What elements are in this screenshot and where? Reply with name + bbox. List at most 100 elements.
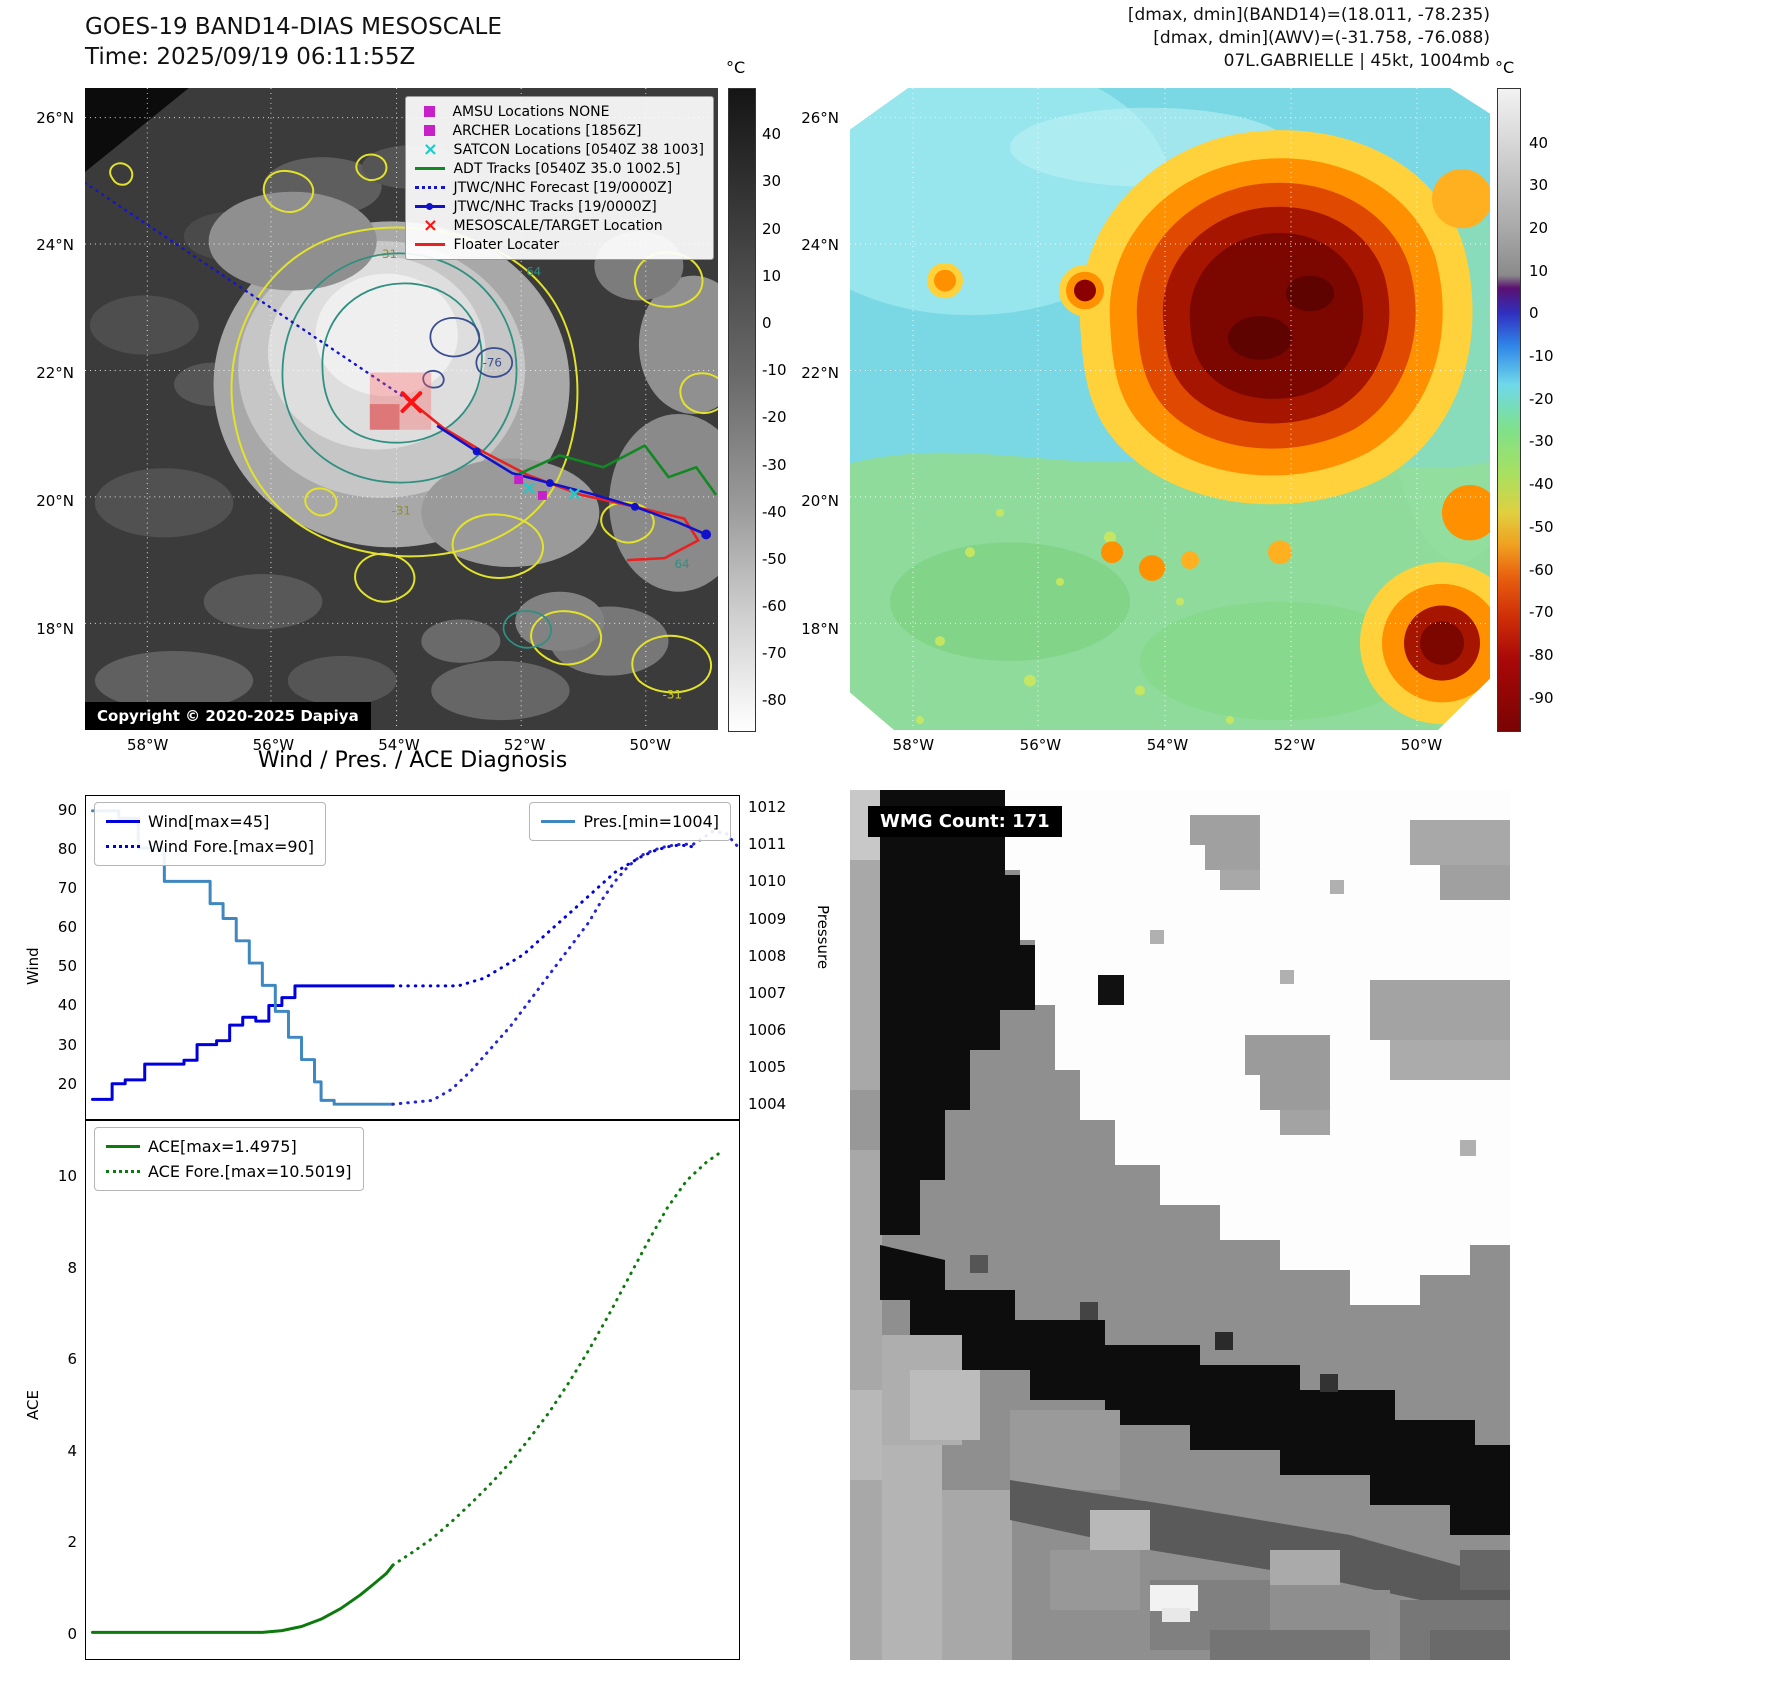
lon-tick-label: 58°W (892, 736, 935, 754)
colorbar-tick-label: -80 (1529, 645, 1554, 664)
legend-label: ADT Tracks [0540Z 35.0 1002.5] (453, 160, 681, 177)
diagnosis-title: Wind / Pres. / ACE Diagnosis (257, 748, 568, 773)
legend-label: SATCON Locations [0540Z 38 1003] (453, 141, 704, 158)
colorbar-tick-label: 10 (762, 266, 782, 285)
contour-label: 64 (526, 265, 541, 279)
ace-axis-label: ACE (24, 1390, 42, 1420)
lat-tick-label: 22°N (801, 364, 839, 383)
legend-label: Floater Locater (453, 236, 560, 253)
colorbar-tick-label: 30 (1529, 176, 1549, 195)
dmax-band14-text: [dmax, dmin](BAND14)=(18.011, -78.235) (1127, 5, 1490, 25)
line-icon (106, 820, 140, 823)
awv-colorbar-unit: °C (1495, 58, 1515, 77)
legend-item: ACE[max=1.4975] (106, 1134, 352, 1159)
axis-tick-label: 60 (57, 918, 77, 937)
dmax-awv-text: [dmax, dmin](AWV)=(-31.758, -76.088) (1153, 28, 1490, 48)
awv-satellite-image (850, 88, 1490, 730)
teal-contours (281, 252, 552, 649)
legend-label: Wind[max=45] (148, 812, 270, 831)
lat-tick-label: 20°N (36, 491, 74, 510)
colorbar-tick-label: -50 (1529, 517, 1554, 536)
no-data-corners (850, 88, 1490, 730)
yellow-contours (109, 153, 718, 694)
axis-tick-label: 6 (67, 1350, 77, 1369)
lon-tick-label: 52°W (503, 736, 546, 754)
lat-tick-label: 18°N (801, 619, 839, 638)
lon-tick-label: 54°W (1146, 736, 1189, 754)
colorbar-tick-label: 30 (762, 172, 782, 191)
colorbar-tick-label: -70 (1529, 603, 1554, 622)
band14-colorbar-ticks: 40 30 20 10 0 -10 -20 -30 -40 -50 -60 -70 -80 (758, 88, 808, 730)
awv-colorbar-ticks: 40 30 20 10 0 -10 -20 -30 -40 -50 -60 -70 -80 -90 (1525, 88, 1580, 730)
legend-item: JTWC/NHC Forecast [19/0000Z] (415, 178, 704, 197)
lower-texture (882, 1255, 1510, 1660)
axis-tick-label: 2 (67, 1533, 77, 1552)
legend-label: Wind Fore.[max=90] (148, 837, 314, 856)
colorbar-tick-label: 0 (762, 313, 772, 332)
colorbar-tick-label: -40 (762, 502, 787, 521)
colorbar-tick-label: -40 (1529, 475, 1554, 494)
legend-label: AMSU Locations NONE (452, 103, 610, 120)
axis-tick-label: 1009 (748, 909, 787, 928)
dotted-line-icon (106, 845, 140, 848)
contour-label: -31 (392, 504, 411, 518)
axis-tick-label: 80 (57, 839, 77, 858)
lon-tick-label: 50°W (1400, 736, 1443, 754)
lat-tick-label: 24°N (36, 236, 74, 255)
axis-tick-label: 1006 (748, 1020, 787, 1039)
line-icon (106, 1145, 140, 1148)
pressure-legend: Pres.[min=1004] (529, 802, 731, 841)
awv-map-panel (850, 88, 1490, 730)
wmg-count-label: WMG Count: 171 (868, 806, 1062, 837)
map-legend: AMSU Locations NONE ARCHER Locations [185… (405, 96, 714, 260)
colorbar-tick-label: -90 (1529, 688, 1554, 707)
floater-track-line (410, 401, 701, 562)
contour-value-labels: -31 64 -76 -31 64 -31 (378, 247, 690, 702)
band14-time: Time: 2025/09/19 06:11:55Z (85, 44, 416, 70)
legend-item: Pres.[min=1004] (541, 809, 719, 834)
colorbar-tick-label: 10 (1529, 261, 1549, 280)
colorbar-tick-label: -80 (762, 691, 787, 710)
lon-tick-label: 56°W (1019, 736, 1062, 754)
navy-contours (422, 317, 513, 389)
axis-tick-label: 30 (57, 1035, 77, 1054)
colorbar-tick-label: 40 (762, 125, 782, 144)
legend-label: ACE Fore.[max=10.5019] (148, 1162, 352, 1181)
satcon-markers (523, 482, 581, 500)
colorbar-tick-label: -70 (762, 644, 787, 663)
speckles (916, 508, 1234, 725)
series-line-0 (90, 984, 395, 1101)
colorbar-tick-label: 0 (1529, 304, 1539, 323)
lat-tick-label: 26°N (36, 108, 74, 127)
mesoscale-target-marker (400, 391, 423, 413)
axis-tick-label: 1010 (748, 872, 787, 891)
left-strip (850, 790, 882, 1660)
legend-label: JTWC/NHC Tracks [19/0000Z] (453, 198, 657, 215)
axis-tick-label: 1012 (748, 798, 787, 817)
line-icon (541, 820, 576, 823)
axis-tick-label: 0 (67, 1624, 77, 1643)
pressure-axis-label: Pressure (814, 905, 832, 970)
colorbar-tick-label: -10 (762, 361, 787, 380)
colorbar-tick-label: -30 (762, 455, 787, 474)
band14-colorbar (728, 88, 756, 732)
legend-label: ARCHER Locations [1856Z] (452, 122, 642, 139)
axis-tick-label: 8 (67, 1258, 77, 1277)
dotted-line-icon (106, 1170, 140, 1173)
no-data-corner (85, 88, 189, 172)
legend-item: AMSU Locations NONE (415, 102, 704, 121)
archer-markers (514, 475, 547, 500)
colorbar-tick-label: -20 (762, 408, 787, 427)
band14-title: GOES-19 BAND14-DIAS MESOSCALE (85, 14, 502, 40)
wind-axis-label: Wind (24, 947, 42, 985)
line-icon (415, 243, 446, 246)
legend-item: × SATCON Locations [0540Z 38 1003] (415, 140, 704, 159)
lat-tick-label: 24°N (801, 236, 839, 255)
grid-lines (850, 88, 1490, 730)
axis-tick-label: 70 (57, 879, 77, 897)
black-region-topleft (880, 790, 1035, 1235)
legend-item: Wind[max=45] (106, 809, 314, 834)
axis-tick-label: 50 (57, 957, 77, 976)
wmg-pixel-image (850, 790, 1510, 1660)
x-marker-icon: × (422, 215, 439, 236)
